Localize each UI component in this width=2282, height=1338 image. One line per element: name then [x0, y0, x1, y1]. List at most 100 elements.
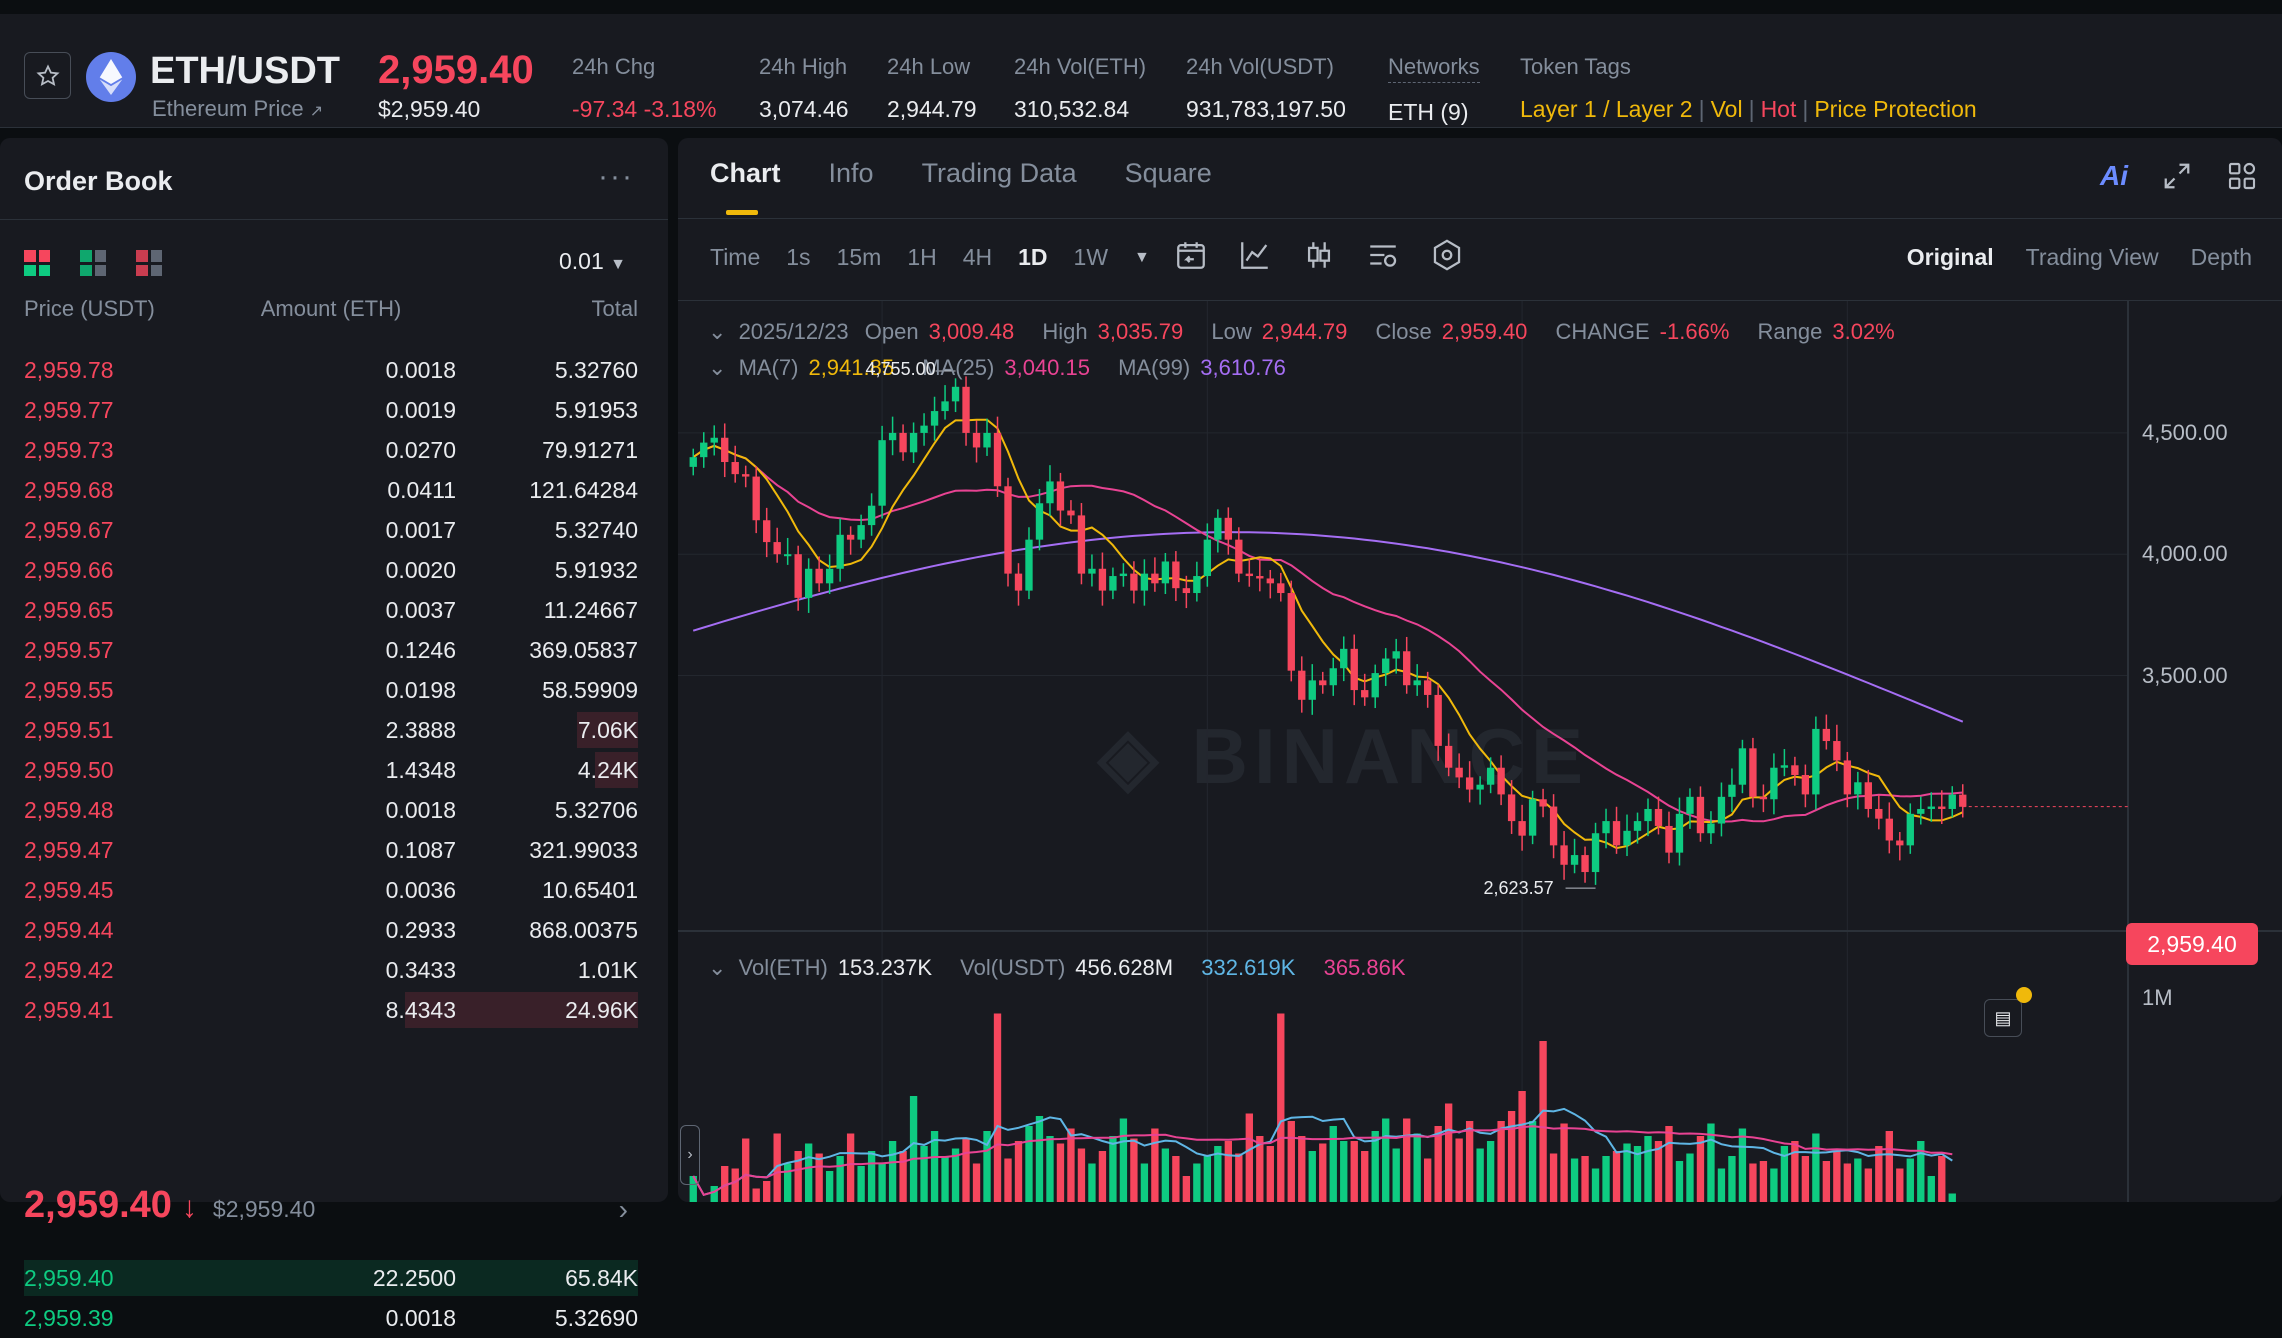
row-amount: 0.0411 [387, 476, 456, 503]
notification-dot [2016, 987, 2032, 1003]
collapse-chevron-icon[interactable]: ⌄ [708, 355, 727, 380]
timeframe-4h[interactable]: 4H [962, 244, 993, 270]
candle-body [1025, 539, 1033, 591]
ask-row[interactable]: 2,959.50 1.4348 4.24K [0, 750, 668, 790]
timeframe-time[interactable]: Time [710, 244, 761, 270]
ask-row[interactable]: 2,959.65 0.0037 11.24667 [0, 590, 668, 630]
book-both-sides-icon[interactable] [24, 250, 50, 276]
row-amount: 0.1087 [385, 836, 456, 863]
bid-row[interactable]: 2,959.39 0.0018 5.32690 [0, 1298, 668, 1338]
ask-row[interactable]: 2,959.41 8.4343 24.96K [0, 990, 668, 1030]
ask-row[interactable]: 2,959.77 0.0019 5.91953 [0, 390, 668, 430]
view-original[interactable]: Original [1906, 244, 1994, 270]
row-amount: 0.3433 [385, 956, 456, 983]
volume-bar [962, 1138, 970, 1202]
low-marker-label: 2,623.57 [1483, 878, 1554, 899]
candlestick-chart[interactable]: ◈ BINANCE ⌄ 2025/12/23 Open 3,009.48 High… [678, 300, 2282, 1202]
ask-row[interactable]: 2,959.51 2.3888 7.06K [0, 710, 668, 750]
fullscreen-icon[interactable] [2162, 161, 2192, 191]
ask-row[interactable]: 2,959.66 0.0020 5.91932 [0, 550, 668, 590]
ask-row[interactable]: 2,959.42 0.3433 1.01K [0, 950, 668, 990]
bid-row[interactable]: 2,959.40 22.2500 65.84K [0, 1258, 668, 1298]
ask-row[interactable]: 2,959.44 0.2933 868.00375 [0, 910, 668, 950]
ask-row[interactable]: 2,959.45 0.0036 10.65401 [0, 870, 668, 910]
timeframe-15m[interactable]: 15m [836, 244, 882, 270]
volume-bar [1350, 1141, 1358, 1202]
stat-24h-low: 24h Low 2,944.79 [887, 54, 977, 122]
chart-type-candles-icon[interactable] [1302, 238, 1336, 272]
volume-bar [1056, 1143, 1065, 1202]
volume-bar [1507, 1111, 1516, 1202]
candle-body [1277, 583, 1285, 594]
tag-layer[interactable]: Layer 1 / Layer 2 [1520, 96, 1693, 122]
candle-body [1791, 765, 1799, 775]
tag-vol[interactable]: Vol [1710, 96, 1743, 122]
indicators-icon[interactable] [1238, 238, 1272, 272]
row-amount: 1.4348 [385, 756, 456, 783]
layout-grid-icon[interactable] [2226, 160, 2258, 192]
volume-bar [1696, 1136, 1705, 1202]
tag-price-protection[interactable]: Price Protection [1814, 96, 1977, 122]
candle-body [804, 568, 813, 598]
candle-body [1927, 806, 1935, 809]
book-bids-only-icon[interactable] [80, 250, 106, 276]
tab-info[interactable]: Info [828, 158, 874, 188]
collapse-chevron-icon[interactable]: ⌄ [708, 955, 727, 980]
precision-select[interactable]: 0.01 ▼ [559, 248, 626, 274]
ask-row[interactable]: 2,959.68 0.0411 121.64284 [0, 470, 668, 510]
candle-body [1812, 728, 1820, 795]
ask-row[interactable]: 2,959.67 0.0017 5.32740 [0, 510, 668, 550]
row-price: 2,959.55 [24, 676, 114, 703]
coin-price-link[interactable]: Ethereum Price ↗ [152, 96, 324, 121]
row-total: 79.91271 [542, 436, 638, 463]
ask-row[interactable]: 2,959.57 0.1246 369.05837 [0, 630, 668, 670]
ai-assistant-icon[interactable]: Ai [2100, 160, 2128, 191]
candle-body [1570, 855, 1579, 865]
row-amount: 8.4343 [385, 996, 456, 1023]
timeframe-more-caret-icon[interactable]: ▼ [1134, 248, 1150, 266]
chart-svg[interactable] [678, 301, 2282, 1202]
favorite-button[interactable] [24, 52, 71, 99]
more-options-icon[interactable]: ··· [598, 160, 634, 193]
view-depth[interactable]: Depth [2190, 244, 2252, 270]
book-asks-only-icon[interactable] [136, 250, 162, 276]
view-trading-view[interactable]: Trading View [2025, 244, 2159, 270]
ask-row[interactable]: 2,959.78 0.0018 5.32760 [0, 350, 668, 390]
ask-row[interactable]: 2,959.48 0.0018 5.32706 [0, 790, 668, 830]
row-total: 5.91932 [554, 556, 638, 583]
tab-chart[interactable]: Chart [710, 158, 781, 215]
timeframe-1h[interactable]: 1H [907, 244, 937, 270]
volume-bar [1906, 1158, 1914, 1202]
ask-row[interactable]: 2,959.47 0.1087 321.99033 [0, 830, 668, 870]
tag-hot[interactable]: Hot [1760, 96, 1797, 122]
volume-bar [1822, 1161, 1831, 1202]
ask-row[interactable]: 2,959.55 0.0198 58.59909 [0, 670, 668, 710]
chart-settings-icon[interactable] [1366, 238, 1400, 272]
collapse-chevron-icon[interactable]: ⌄ [708, 319, 727, 344]
volume-bar [689, 1176, 697, 1202]
calendar-range-icon[interactable] [1174, 238, 1208, 272]
external-link-icon: ↗ [309, 103, 324, 120]
volume-bar [763, 1181, 771, 1202]
scroll-left-handle[interactable]: › [680, 1125, 700, 1185]
ask-row[interactable]: 2,959.73 0.0270 79.91271 [0, 430, 668, 470]
chart-panel: Chart Info Trading Data Square Ai Time 1… [678, 138, 2282, 1202]
timeframe-1s[interactable]: 1s [786, 244, 811, 270]
order-book-header: Price (USDT) Amount (ETH) Total [24, 296, 639, 321]
tab-trading-data[interactable]: Trading Data [921, 158, 1077, 188]
order-book-panel: Order Book ··· 0.01 ▼ Price (USDT) Amoun… [0, 138, 668, 1331]
chevron-right-icon[interactable]: › [618, 1194, 628, 1225]
timeframe-1w[interactable]: 1W [1073, 244, 1109, 270]
drawing-tools-icon[interactable] [1430, 238, 1464, 272]
timeframe-1d[interactable]: 1D [1018, 244, 1048, 270]
volume-bar [1749, 1163, 1757, 1202]
news-feed-icon[interactable]: ▤ [1984, 999, 2022, 1037]
candle-body [1098, 568, 1107, 591]
stat-networks[interactable]: Networks ETH (9) [1388, 54, 1480, 125]
tab-square[interactable]: Square [1124, 158, 1212, 188]
volume-bar [1549, 1153, 1558, 1202]
row-total: 7.06K [577, 716, 638, 743]
mid-price: 2,959.40 ↓ $2,959.40 [24, 1184, 316, 1226]
candle-body [878, 440, 886, 506]
candle-body [1560, 845, 1568, 865]
